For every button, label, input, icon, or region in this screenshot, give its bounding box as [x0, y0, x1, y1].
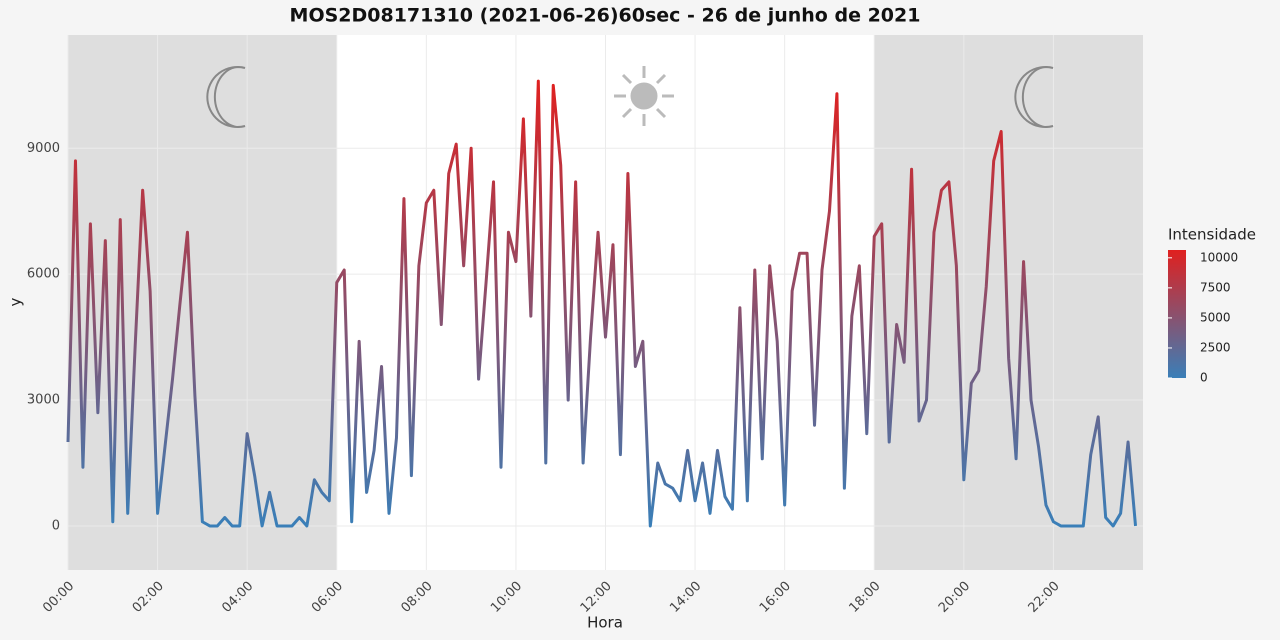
y-tick-label: 9000: [27, 141, 60, 156]
data-line: [66, 79, 1138, 528]
colorbar-label: 7500: [1200, 280, 1231, 294]
colorbar-label: 5000: [1200, 310, 1231, 324]
y-tick-label: 3000: [27, 393, 60, 408]
x-tick-label: 12:00: [578, 579, 615, 616]
night-shade: [874, 35, 1143, 570]
colorbar-label: 2500: [1200, 340, 1231, 354]
y-tick-label: 0: [52, 518, 60, 533]
x-tick-label: 06:00: [309, 579, 346, 616]
colorbar-label: 0: [1200, 371, 1208, 385]
y-tick-label: 6000: [27, 267, 60, 282]
moon-icon: [206, 66, 1054, 128]
legend-title: Intensidade: [1168, 226, 1256, 244]
x-tick-label: 14:00: [667, 579, 704, 616]
x-tick-label: 18:00: [846, 579, 883, 616]
x-tick-label: 00:00: [40, 579, 77, 616]
x-tick-label: 02:00: [130, 579, 167, 616]
x-tick-label: 16:00: [757, 579, 794, 616]
colorbar-label: 10000: [1200, 250, 1238, 264]
chart-title: MOS2D08171310 (2021-06-26)60sec - 26 de …: [290, 5, 921, 27]
x-tick-label: 04:00: [219, 579, 256, 616]
x-axis-label: Hora: [587, 614, 623, 632]
y-axis-label: y: [7, 297, 25, 306]
x-tick-label: 10:00: [488, 579, 525, 616]
colorbar: [1168, 250, 1186, 378]
x-tick-label: 08:00: [399, 579, 436, 616]
x-tick-label: 20:00: [936, 579, 973, 616]
x-tick-label: 22:00: [1026, 579, 1063, 616]
sun-icon: [614, 66, 674, 126]
